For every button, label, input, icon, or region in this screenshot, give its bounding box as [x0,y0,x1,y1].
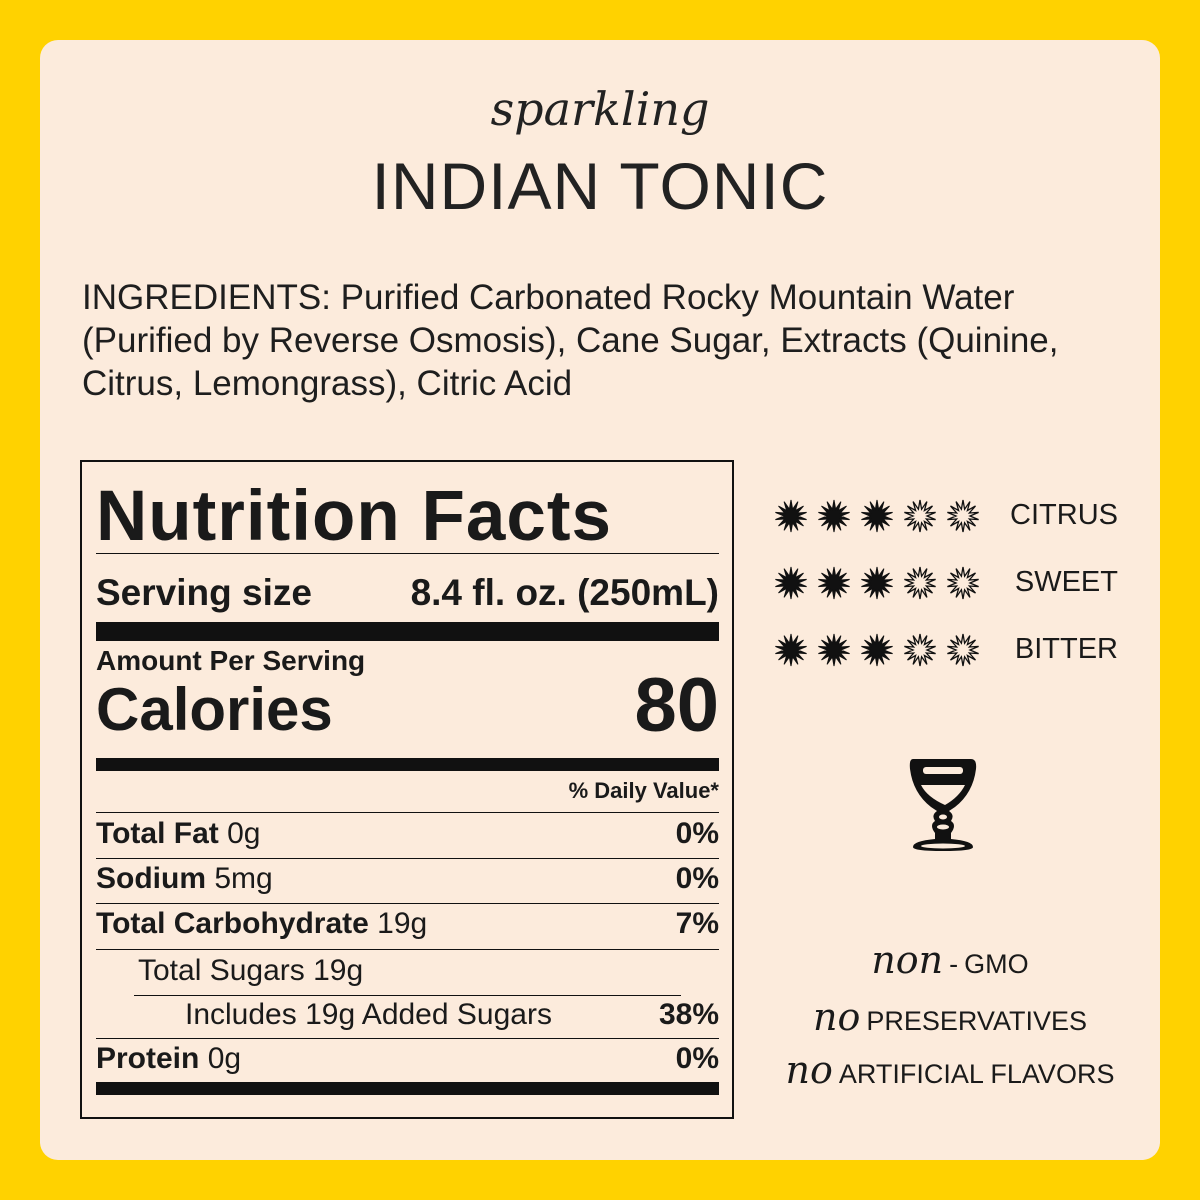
flavor-label: CITRUS [1010,499,1118,531]
serving-label: Serving size [96,572,312,613]
serving-size-row: Serving size 8.4 fl. oz. (250mL) [96,572,719,614]
filled-starburst-icon [775,633,807,667]
empty-starburst-icon [904,566,936,600]
empty-starburst-icon [947,633,979,667]
nutrient-row-added-sugars: Includes 19g Added Sugars 38% [185,998,719,1031]
filled-starburst-icon [818,499,850,533]
nutrient-row-protein: Protein 0g 0% [96,1042,719,1075]
empty-starburst-icon [947,499,979,533]
serving-value: 8.4 fl. oz. (250mL) [410,572,719,613]
nutrition-title: Nutrition Facts [96,477,612,556]
calories-row: Calories 80 [96,668,719,744]
filled-starburst-icon [818,566,850,600]
filled-starburst-icon [861,633,893,667]
calories-label: Calories [96,676,333,743]
label-card [40,40,1160,1160]
daily-value-header: % Daily Value* [568,778,719,803]
claim-no-preservatives: no PRESERVATIVES [813,995,1087,1039]
cordial-glass-icon [909,759,977,851]
filled-starburst-icon [775,499,807,533]
filled-starburst-icon [861,499,893,533]
nutrient-row-total-fat: Total Fat 0g 0% [96,817,719,850]
nutrient-row-total-sugars: Total Sugars 19g [138,954,364,987]
empty-starburst-icon [904,499,936,533]
empty-starburst-icon [904,633,936,667]
claim-non-gmo: non - GMO [871,938,1029,982]
flavor-label: BITTER [1014,633,1118,665]
product-title: INDIAN TONIC [371,149,829,223]
flavor-label: SWEET [1014,566,1118,598]
amount-per-serving: Amount Per Serving [96,645,366,676]
empty-starburst-icon [947,566,979,600]
nutrient-row-sodium: Sodium 5mg 0% [96,862,719,895]
product-subtitle: sparkling [490,82,710,136]
filled-starburst-icon [861,566,893,600]
calories-value: 80 [634,663,719,748]
filled-starburst-icon [775,566,807,600]
nutrient-row-carbohydrate: Total Carbohydrate 19g 7% [96,907,719,940]
filled-starburst-icon [818,633,850,667]
nutrition-facts-panel: Nutrition Facts Serving size 8.4 fl. oz.… [80,460,734,1119]
ingredients-text: INGREDIENTS: Purified Carbonated Rocky M… [82,278,1059,403]
claim-no-artificial-flavors: no ARTIFICIAL FLAVORS [785,1048,1115,1092]
